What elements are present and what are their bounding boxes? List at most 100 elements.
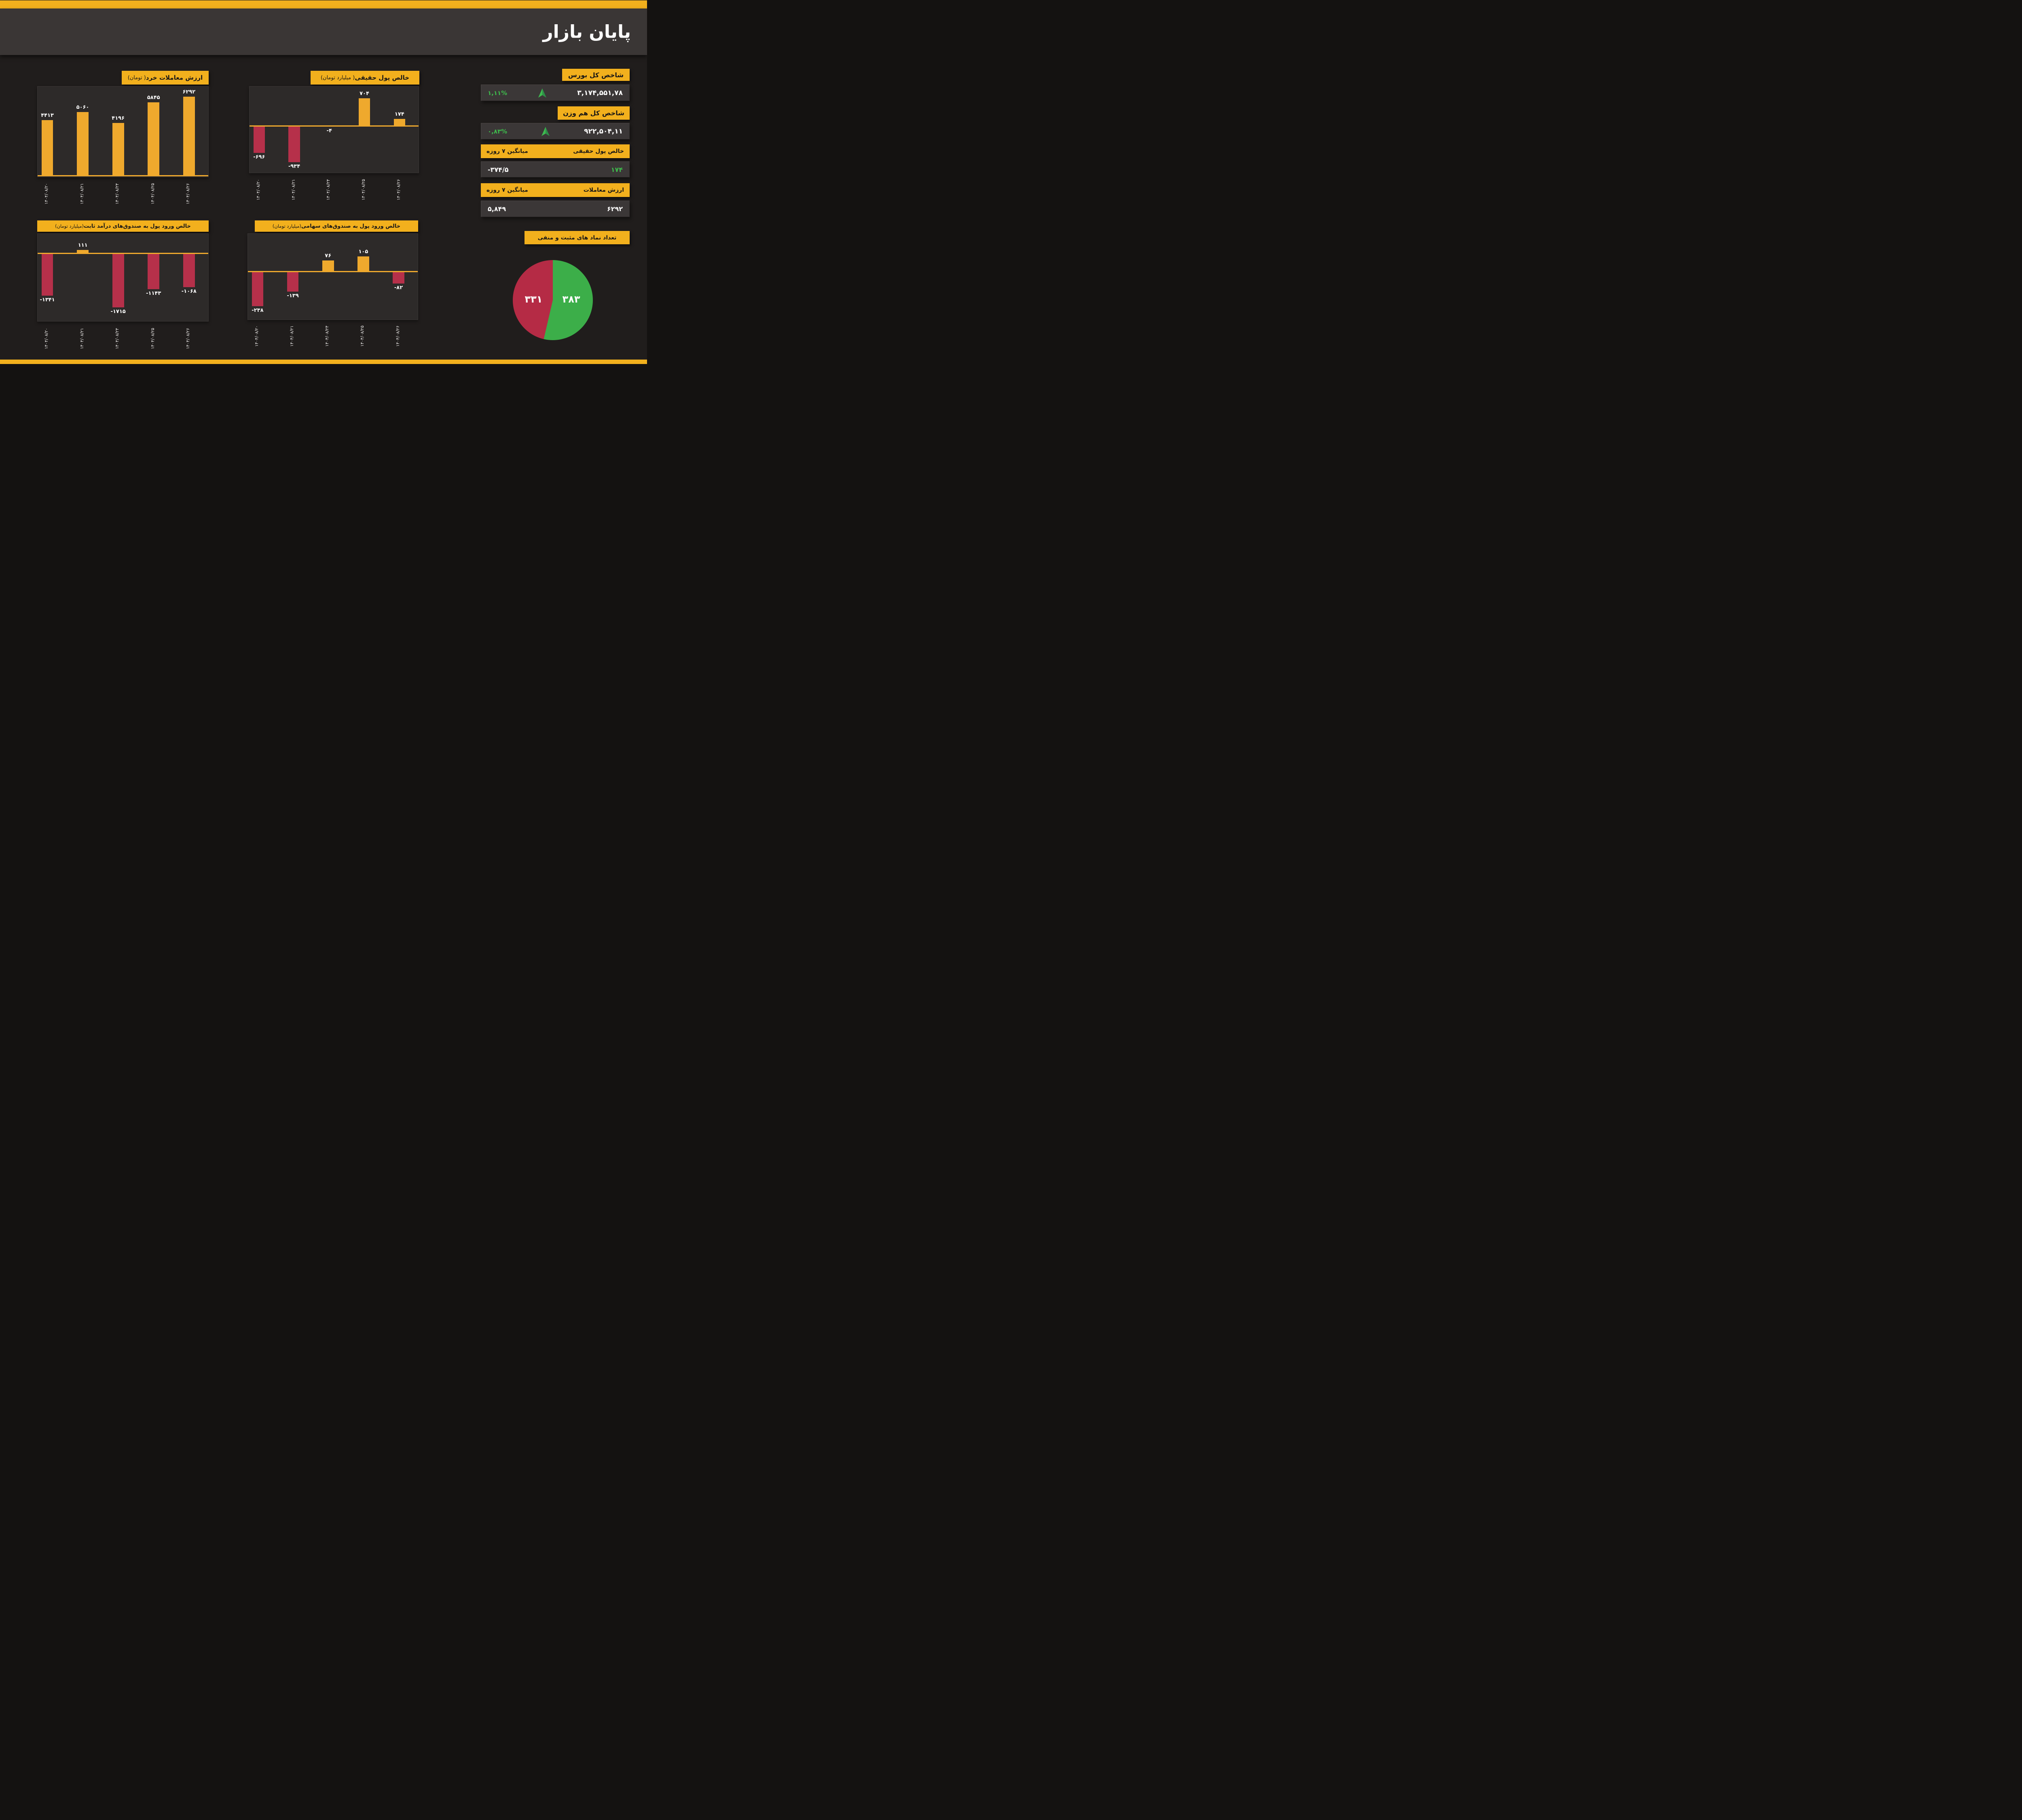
bar-value-label: ۱۷۴ [394,111,404,117]
x-tick-label: ۱۴۰۴/۰۸/۲۱ [290,325,295,347]
chart-title-unit: ( میلیارد تومان) [320,74,355,81]
net-real-money-today: ۱۷۴ [611,165,623,174]
bar-retail-trade-value-3 [148,102,160,176]
x-tick-label: ۱۴۰۴/۰۸/۲۶ [186,328,191,349]
bar-value-label: ۴۱۹۶ [112,115,125,122]
x-axis-net-real-money: ۱۴۰۴/۰۸/۲۰ ۱۴۰۴/۰۸/۲۱ ۱۴۰۴/۰۸/۲۴ ۱۴۰۴/۰۸/۲۵… [249,175,419,205]
chart-title-bold: خالص پول حقیقی [355,74,410,81]
badge-label: تعداد نماد های مثبت و منفی [537,234,617,241]
x-tick-label: ۱۴۰۴/۰۸/۲۴ [325,325,330,347]
trade-value-7d-average: ۵,۸۴۹ [488,205,506,213]
x-tick-label: ۱۴۰۴/۰۸/۲۶ [395,325,400,347]
badge-positive-negative-symbols: تعداد نماد های مثبت و منفی [525,231,630,244]
bar-value-label: -۱۰۶۸ [181,288,197,294]
page-title: پایان بازار [543,21,631,42]
x-tick-label: ۱۴۰۴/۰۸/۲۵ [150,183,155,205]
bar-value-label: -۹۳۴ [288,163,300,170]
bar-chart-equity-funds: -۲۳۸ -۱۳۹ ۷۶ ۱۰۵ -۸۲ [247,233,418,320]
equal-weight-index-value: ۹۲۲,۵۰۴,۱۱ [584,127,623,135]
bar-retail-trade-value-4 [183,97,195,176]
x-tick-label: ۱۴۰۴/۰۸/۲۰ [44,328,49,349]
x-tick-label: ۱۴۰۴/۰۸/۲۵ [150,328,155,349]
chart-title-bold: ارزش معاملات خرد [146,74,203,81]
badge-net-real-money-7d: خالص پول حقیقی میانگین ۷ روزه [481,144,630,158]
bar-fixed-income-funds-flow-1 [77,250,89,254]
bar-fixed-income-funds-flow-2 [112,253,124,308]
x-axis-fixed-income-funds: ۱۴۰۴/۰۸/۲۰ ۱۴۰۴/۰۸/۲۱ ۱۴۰۴/۰۸/۲۴ ۱۴۰۴/۰۸/۲۵… [37,324,209,354]
header-bar: پایان بازار [0,8,647,55]
bar-value-label: -۶۹۶ [253,154,265,161]
bar-retail-trade-value-2 [112,123,124,176]
bar-chart-fixed-income-funds: -۱۳۴۱ ۱۱۱ -۱۷۱۵ -۱۱۴۳ -۱۰۶۸ [37,233,209,322]
bar-value-label: -۸۲ [394,284,403,291]
bar-net-real-money-4 [393,119,405,126]
bar-value-label: -۱۳۴۱ [40,296,55,303]
up-arrow-icon [541,126,550,136]
pie-chart-positive-negative-symbols: ۳۸۳ ۳۳۱ [513,260,593,340]
x-tick-label: ۱۴۰۴/۰۸/۲۱ [291,179,296,201]
pie-label-positive: ۳۸۳ [562,294,580,305]
chart-title-unit: (میلیارد تومان) [55,223,84,229]
badge-label: شاخص کل هم وزن [563,109,624,117]
up-arrow-icon [538,88,546,98]
x-tick-label: ۱۴۰۴/۰۸/۲۶ [186,183,191,205]
x-tick-label: ۱۴۰۴/۰۸/۲۰ [256,179,261,201]
x-axis-equity-funds: ۱۴۰۴/۰۸/۲۰ ۱۴۰۴/۰۸/۲۱ ۱۴۰۴/۰۸/۲۴ ۱۴۰۴/۰۸/۲۵… [247,322,418,351]
bar-net-real-money-3 [358,98,370,126]
chart-title-fixed-income-funds: خالص ورود پول به صندوق‌های درآمد ثابت (م… [37,220,209,232]
zero-baseline [38,253,208,254]
x-tick-label: ۱۴۰۴/۰۸/۲۵ [360,325,365,347]
chart-title-bold: خالص ورود پول به صندوق‌های درآمد ثابت [84,223,191,229]
bar-retail-trade-value-0 [41,120,53,176]
bar-value-label: ۱۱۱ [78,242,88,248]
trade-value-today: ۶۲۹۲ [607,205,623,213]
bar-fixed-income-funds-flow-4 [183,253,195,287]
bar-fixed-income-funds-flow-3 [148,253,160,290]
bar-value-label: -۴ [326,127,332,134]
x-tick-label: ۱۴۰۴/۰۸/۲۴ [115,328,120,349]
bar-equity-funds-flow-3 [357,256,369,272]
total-index-value: ۳,۱۷۴,۵۵۱,۷۸ [577,89,623,97]
bar-value-label: ۶۲۹۲ [182,89,196,95]
bottom-accent-bar [0,360,647,364]
row-total-index: ۳,۱۷۴,۵۵۱,۷۸ ۱,۱۱% [481,85,630,101]
badge-trade-value-7d: ارزش معاملات میانگین ۷ روزه [481,183,630,197]
chart-title-retail-trade-value: ارزش معاملات خرد ( تومان) [122,71,209,85]
badge-equal-weight-index: شاخص کل هم وزن [558,106,630,120]
pie-label-negative: ۳۳۱ [525,294,543,305]
bar-equity-funds-flow-1 [287,271,299,292]
bar-equity-funds-flow-4 [393,271,404,284]
zero-baseline [38,175,208,176]
bar-value-label: -۱۷۱۵ [110,309,126,315]
bar-chart-retail-trade-value: ۴۴۱۳ ۵۰۶۰ ۴۱۹۶ ۵۸۴۵ ۶۲۹۲ [37,86,209,177]
bar-fixed-income-funds-flow-0 [41,253,53,296]
row-equal-weight-index: ۹۲۲,۵۰۴,۱۱ ۰,۸۳% [481,123,630,140]
bar-chart-net-real-money: -۶۹۶ -۹۳۴ -۴ ۷۰۴ ۱۷۴ [249,86,419,173]
bar-value-label: ۷۶ [325,253,332,259]
x-tick-label: ۱۴۰۴/۰۸/۲۰ [44,183,49,205]
bar-value-label: ۴۴۱۳ [41,112,54,119]
badge-label-left: میانگین ۷ روزه [486,148,528,154]
total-index-percent: ۱,۱۱% [488,89,508,97]
bar-value-label: ۷۰۴ [360,90,369,97]
bar-value-label: -۱۱۴۳ [146,290,161,297]
x-tick-label: ۱۴۰۴/۰۸/۲۴ [326,179,331,201]
badge-label-right: ارزش معاملات [583,187,624,193]
badge-label-right: خالص پول حقیقی [573,148,624,154]
bar-equity-funds-flow-0 [252,271,264,306]
x-tick-label: ۱۴۰۴/۰۸/۲۶ [396,179,401,201]
bar-value-label: -۲۳۸ [252,307,264,313]
row-net-real-money-7d: ۱۷۴ -۳۷۴/۵ [481,161,630,178]
bar-value-label: ۵۰۶۰ [76,104,89,111]
chart-title-net-real-money: خالص پول حقیقی ( میلیارد تومان) [311,71,419,85]
top-accent-bar [0,0,647,8]
zero-baseline [248,271,418,273]
x-tick-label: ۱۴۰۴/۰۸/۲۰ [254,325,259,347]
bar-equity-funds-flow-2 [322,260,334,272]
bar-value-label: ۱۰۵ [358,248,368,255]
chart-title-bold: خالص ورود پول به صندوق‌های سهامی [301,223,401,229]
x-tick-label: ۱۴۰۴/۰۸/۲۱ [79,183,85,205]
bar-value-label: ۵۸۴۵ [147,94,160,101]
net-real-money-7d-average: -۳۷۴/۵ [488,165,509,174]
x-tick-label: ۱۴۰۴/۰۸/۲۵ [361,179,366,201]
